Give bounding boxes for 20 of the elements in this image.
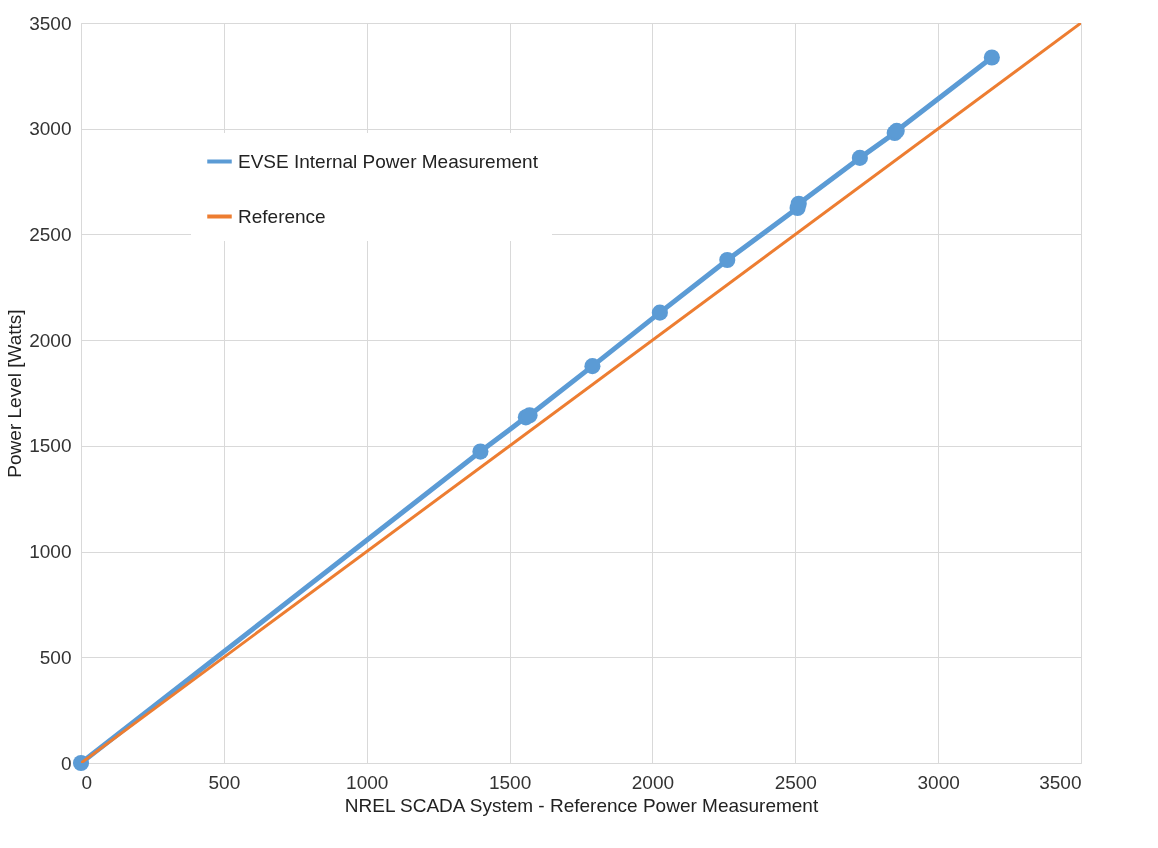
x-tick-label: 1500	[488, 771, 532, 793]
y-axis-title: Power Level [Watts]	[4, 309, 26, 478]
y-tick-label: 0	[60, 752, 72, 774]
x-tick-label: 3500	[1039, 771, 1082, 793]
x-tick-label: 500	[208, 771, 241, 793]
y-tick-label: 1000	[29, 541, 72, 563]
y-tick-label: 3500	[29, 12, 72, 34]
x-tick-label: 2000	[631, 771, 675, 793]
x-tick-label: 1000	[346, 771, 389, 793]
y-tick-label: 2000	[29, 329, 72, 351]
x-tick-label: 2500	[774, 771, 817, 793]
y-tick-label: 2500	[29, 223, 72, 245]
y-tick-label: 3000	[29, 118, 72, 140]
x-axis-title: NREL SCADA System - Reference Power Measurement	[344, 794, 819, 816]
legend-label: EVSE Internal Power Measurement	[238, 150, 539, 172]
x-tick-label: 3000	[917, 771, 960, 793]
legend-label: Reference	[238, 205, 326, 227]
y-tick-label: 500	[39, 646, 72, 668]
x-tick-label: 0	[81, 771, 93, 793]
y-tick-label: 1500	[29, 435, 72, 457]
